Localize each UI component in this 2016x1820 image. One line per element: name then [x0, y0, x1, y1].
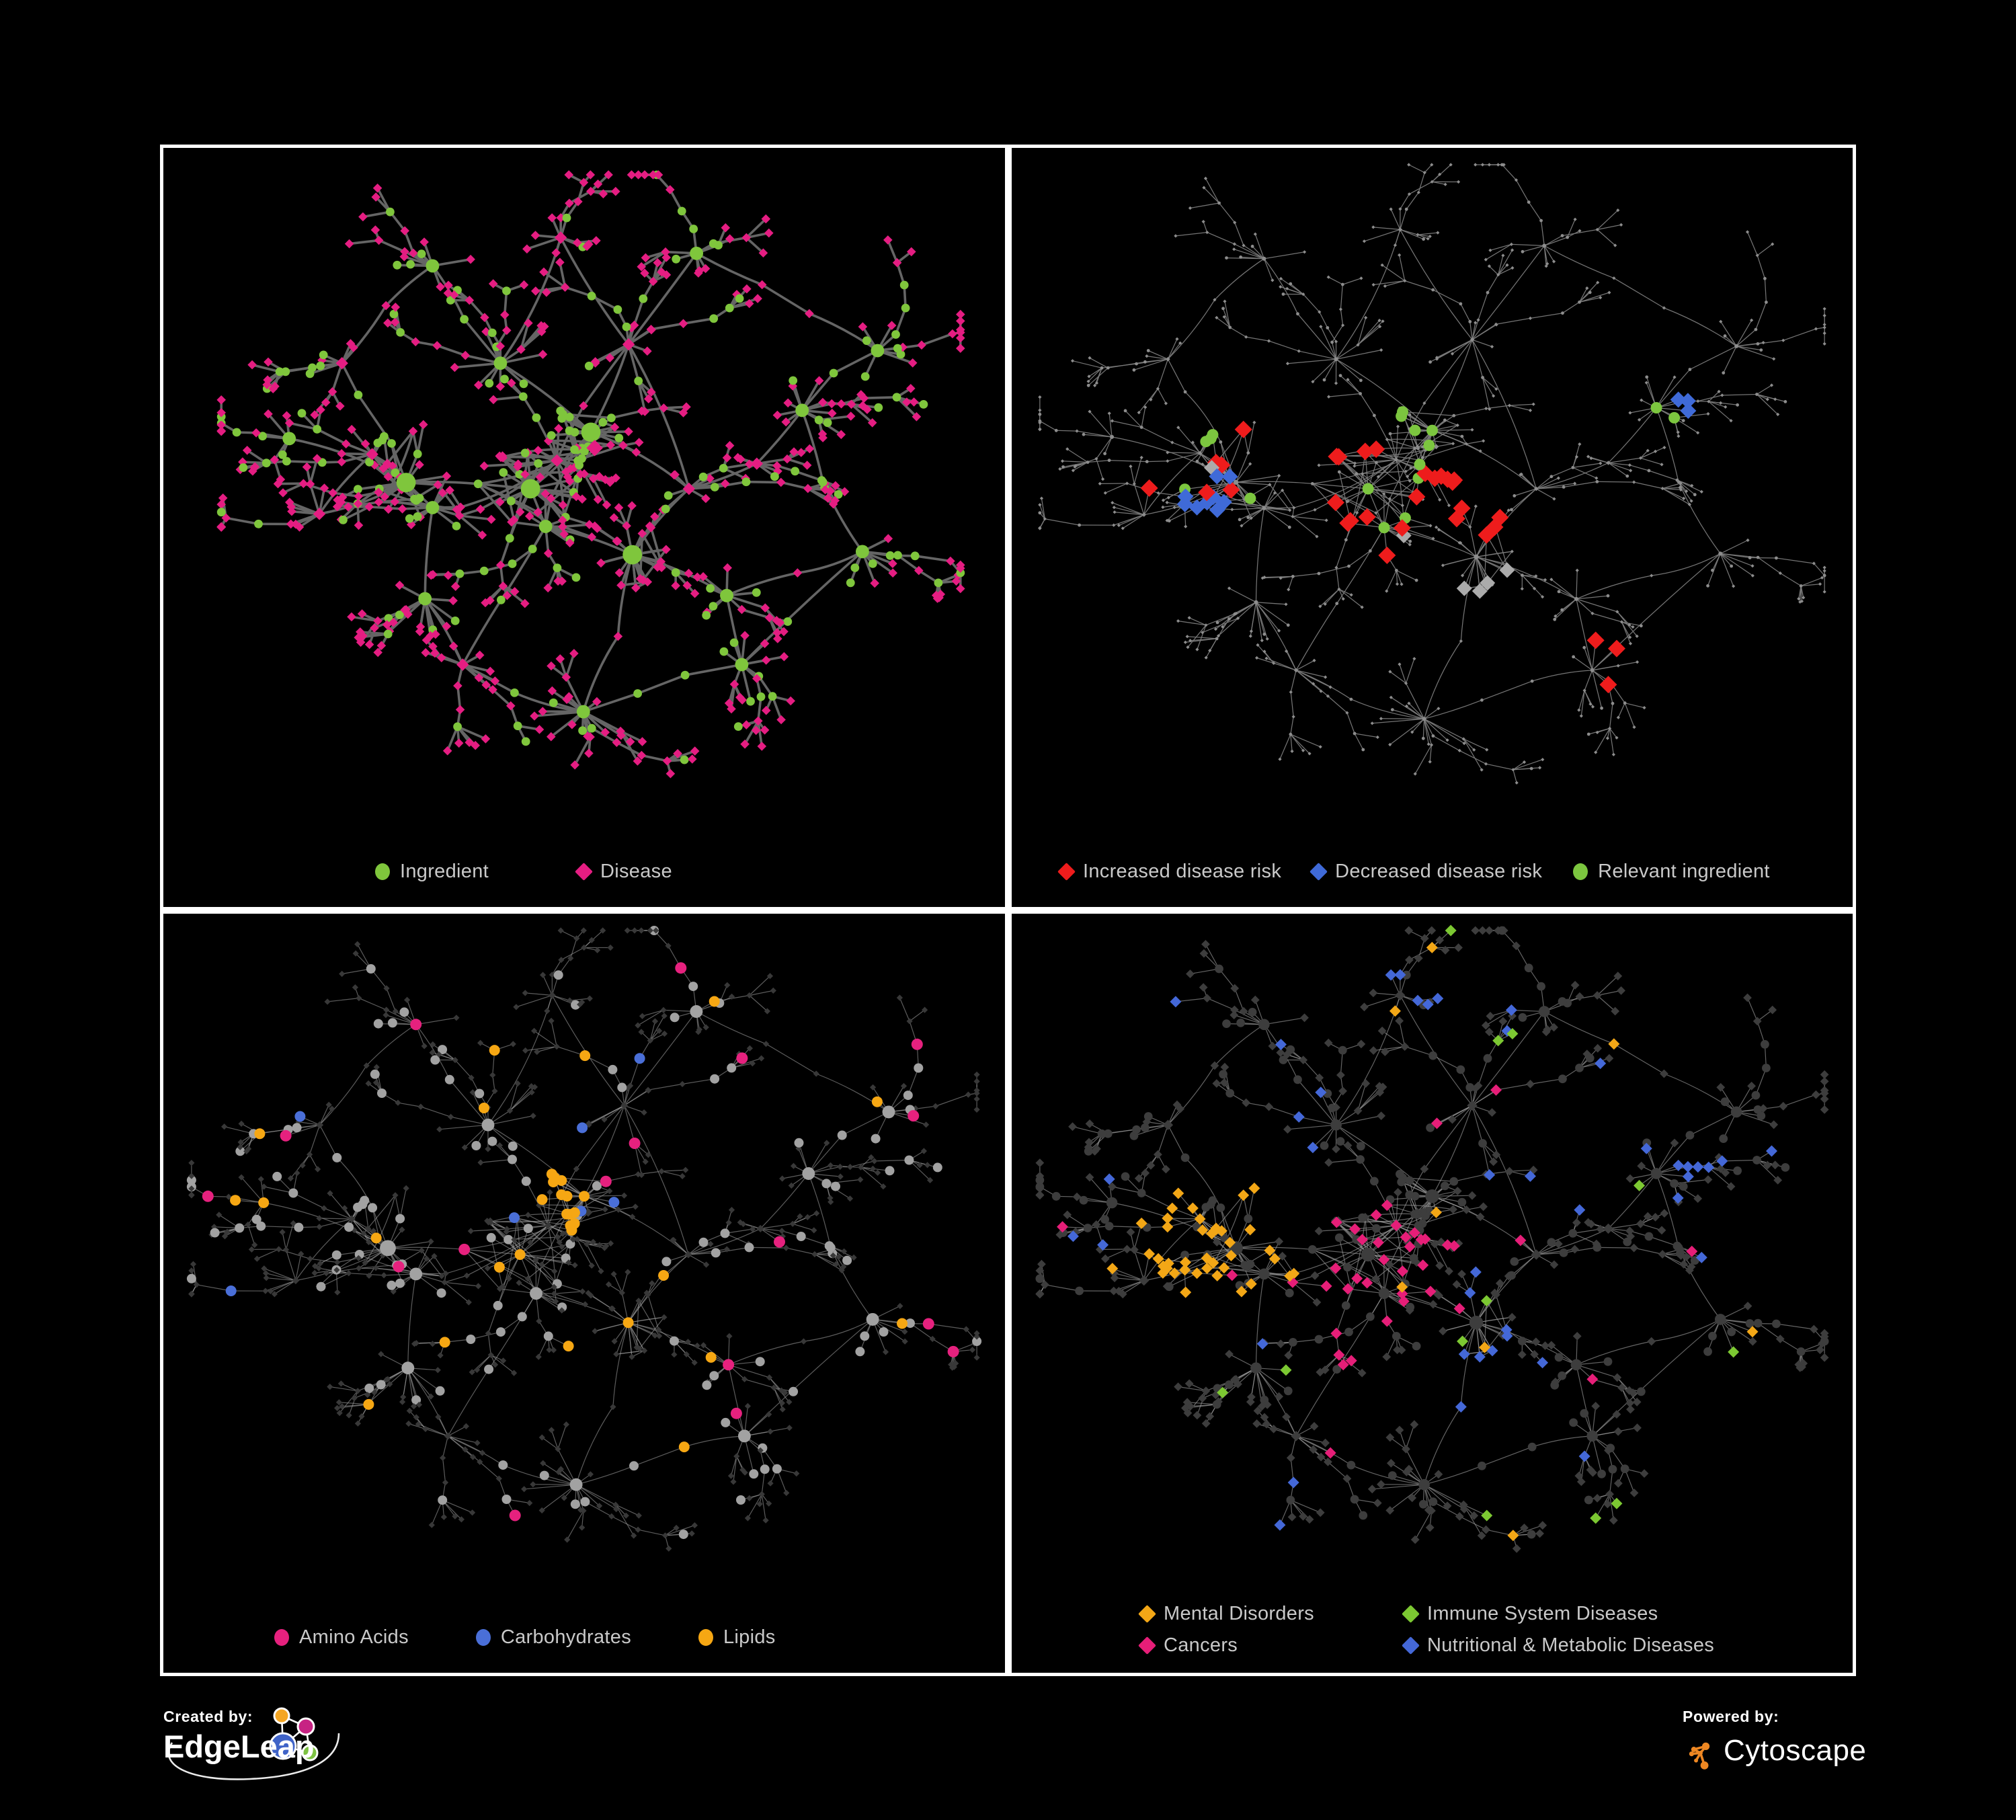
legend-item-disease: Disease: [575, 861, 672, 883]
relevant-ingredient-circle-icon: [1573, 863, 1588, 880]
amino-acids-circle-icon: [274, 1629, 289, 1646]
legend-label: Ingredient: [400, 861, 489, 882]
cytoscape-logo-icon: [1689, 1742, 1710, 1770]
legend-label: Mental Disorders: [1164, 1603, 1314, 1624]
panel-ingredient-disease: Ingredient Disease: [160, 145, 1008, 910]
legend-label: Lipids: [723, 1626, 776, 1648]
carbohydrates-circle-icon: [475, 1629, 491, 1646]
cancers-diamond-icon: [1138, 1636, 1156, 1655]
lipids-circle-icon: [698, 1629, 713, 1646]
immune-system-diamond-icon: [1402, 1605, 1420, 1623]
panel-disease-categories: Mental Disorders Immune System Diseases …: [1008, 910, 1856, 1676]
legend-item-mental-disorders: Mental Disorders: [1138, 1603, 1404, 1625]
panel-disease-risk: Increased disease risk Decreased disease…: [1008, 145, 1856, 910]
panel-grid: Ingredient Disease Increased disease ris…: [160, 145, 1856, 1676]
cytoscape-credit: Powered by:: [1679, 1704, 1988, 1805]
legend-disease-categories: Mental Disorders Immune System Diseases …: [1138, 1603, 1715, 1657]
network-ingredient-classes: [186, 926, 982, 1552]
network-ingredient-disease: [216, 170, 965, 779]
legend-item-amino-acids: Amino Acids: [274, 1626, 409, 1649]
network-disease-categories: [1035, 924, 1829, 1553]
legend-item-lipids: Lipids: [698, 1626, 776, 1649]
legend-label: Disease: [600, 861, 672, 882]
legend-item-increased-risk: Increased disease risk: [1057, 861, 1282, 883]
legend-label: Nutritional & Metabolic Diseases: [1427, 1634, 1715, 1656]
ingredient-circle-icon: [375, 863, 390, 880]
legend-ingredient-disease: Ingredient Disease: [375, 861, 672, 883]
legend-item-relevant-ingredient: Relevant ingredient: [1573, 861, 1770, 883]
created-by-label: Created by:: [163, 1708, 253, 1725]
decreased-risk-diamond-icon: [1309, 863, 1328, 881]
legend-ingredient-classes: Amino Acids Carbohydrates Lipids: [274, 1626, 776, 1649]
legend-label: Amino Acids: [299, 1626, 409, 1648]
legend-item-decreased-risk: Decreased disease risk: [1309, 861, 1543, 883]
mental-disorders-diamond-icon: [1138, 1605, 1156, 1623]
legend-item-immune-system-diseases: Immune System Diseases: [1402, 1603, 1714, 1625]
panel-ingredient-classes: Amino Acids Carbohydrates Lipids: [160, 910, 1008, 1676]
edgeleap-credit: Created by: EdgeLeap: [160, 1704, 402, 1805]
legend-item-carbohydrates: Carbohydrates: [475, 1626, 631, 1649]
legend-label: Immune System Diseases: [1427, 1603, 1658, 1624]
powered-by-label: Powered by:: [1683, 1708, 1779, 1725]
increased-risk-diamond-icon: [1057, 863, 1076, 881]
edgeleap-network-icon: [167, 1707, 340, 1780]
legend-label: Decreased disease risk: [1335, 861, 1543, 882]
cytoscape-wordmark: Cytoscape: [1724, 1734, 1867, 1767]
edgeleap-wordmark: EdgeLeap: [163, 1729, 315, 1764]
disease-diamond-icon: [575, 863, 593, 881]
network-disease-risk: [1038, 163, 1826, 785]
legend-item-ingredient: Ingredient: [375, 861, 489, 883]
nutritional-metabolic-diamond-icon: [1402, 1636, 1420, 1655]
legend-item-nutritional-metabolic-diseases: Nutritional & Metabolic Diseases: [1402, 1634, 1715, 1657]
legend-label: Cancers: [1164, 1634, 1238, 1656]
legend-item-cancers: Cancers: [1138, 1634, 1404, 1657]
legend-disease-risk: Increased disease risk Decreased disease…: [1057, 861, 1770, 883]
legend-label: Carbohydrates: [500, 1626, 631, 1648]
legend-label: Increased disease risk: [1083, 861, 1282, 882]
legend-label: Relevant ingredient: [1598, 861, 1770, 882]
